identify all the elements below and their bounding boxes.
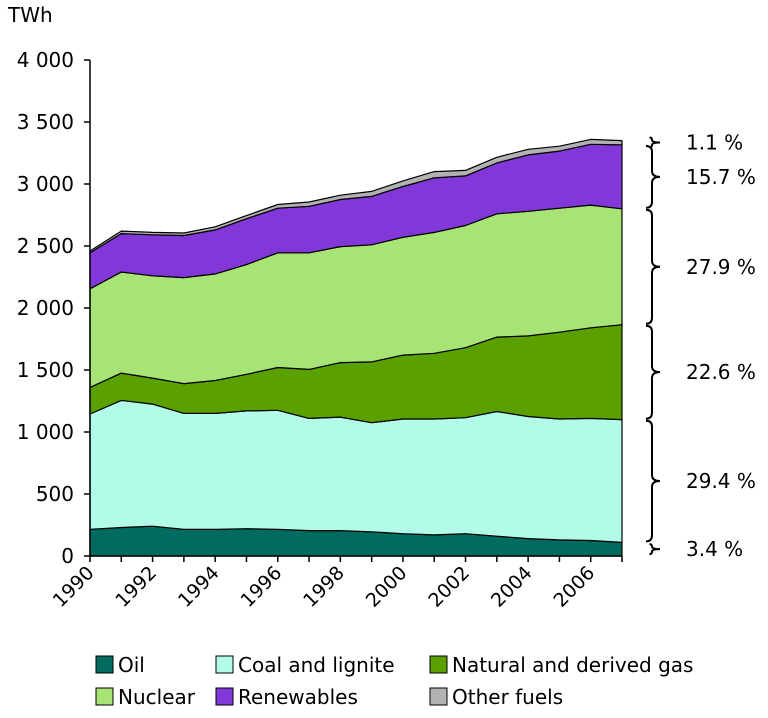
x-tick-label: 1990 [49, 562, 99, 612]
legend-swatch [429, 655, 448, 674]
x-tick-label: 2000 [362, 562, 412, 612]
legend-label: Coal and lignite [238, 653, 395, 677]
y-tick-label: 3 000 [17, 172, 74, 196]
legend-label: Other fuels [452, 685, 563, 709]
x-axis-ticks: 1990 1992 1994 1996 1998 2000 2002 2004 2006 [49, 556, 623, 612]
y-tick-label: 4 000 [17, 48, 74, 72]
y-unit-label: TWh [7, 3, 53, 27]
share-annotations: 1.1 % 15.7 % 27.9 % 22.6 % 29.4 % 3.4 % [645, 130, 756, 561]
y-axis-ticks: 0 500 1 000 1 500 2 000 2 500 3 000 3 500 4 000 [17, 48, 90, 568]
y-tick-label: 500 [36, 482, 74, 506]
x-tick-label: 1998 [299, 562, 349, 612]
legend: Oil Coal and lignite Natural and derived g… [95, 653, 693, 709]
x-tick-label: 2006 [549, 562, 599, 612]
share-label: 15.7 % [686, 165, 756, 189]
y-tick-label: 0 [61, 544, 74, 568]
legend-swatch [429, 687, 448, 706]
share-brace [645, 419, 661, 543]
share-label: 1.1 % [686, 130, 743, 154]
x-tick-label: 1994 [174, 562, 224, 612]
share-brace [649, 543, 661, 556]
y-tick-label: 2 000 [17, 296, 74, 320]
legend-swatch [95, 687, 114, 706]
legend-label: Renewables [238, 685, 358, 709]
share-label: 3.4 % [686, 537, 743, 561]
share-brace [645, 144, 661, 209]
x-tick-label: 1992 [111, 562, 161, 612]
x-tick-label: 2004 [487, 562, 537, 612]
share-label: 27.9 % [686, 255, 756, 279]
area-coal-and-lignite [89, 399, 623, 543]
y-tick-label: 3 500 [17, 110, 74, 134]
legend-label: Natural and derived gas [452, 653, 693, 677]
x-tick-label: 2002 [424, 562, 474, 612]
y-tick-label: 1 500 [17, 358, 74, 382]
share-label: 22.6 % [686, 360, 756, 384]
legend-label: Oil [118, 653, 145, 677]
area-other-fuels [89, 138, 623, 254]
share-brace [645, 324, 661, 420]
share-brace [649, 136, 661, 149]
share-brace [645, 208, 661, 325]
y-tick-label: 1 000 [17, 420, 74, 444]
share-label: 29.4 % [686, 469, 756, 493]
area-layers [89, 138, 623, 557]
legend-swatch [95, 655, 114, 674]
legend-label: Nuclear [118, 685, 196, 709]
x-tick-label: 1996 [237, 562, 287, 612]
legend-swatch [215, 687, 234, 706]
legend-swatch [215, 655, 234, 674]
y-tick-label: 2 500 [17, 234, 74, 258]
